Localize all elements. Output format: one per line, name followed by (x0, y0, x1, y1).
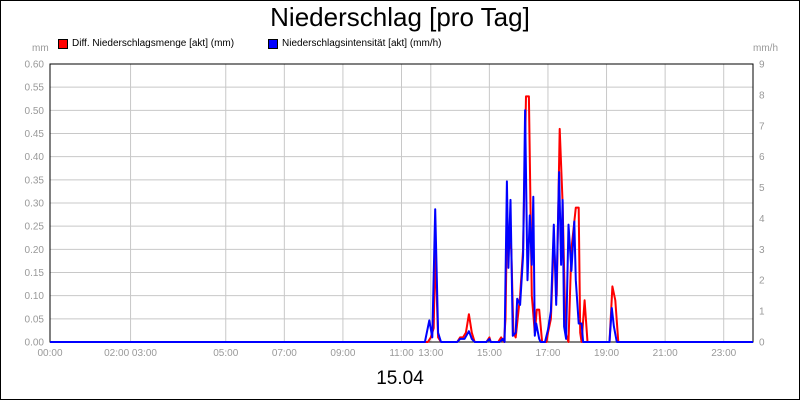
y-left-tick-label: 0.55 (25, 83, 45, 94)
x-tick-label: 09:00 (330, 348, 355, 359)
y-right-tick-label: 9 (759, 60, 765, 71)
y-right-tick-label: 6 (759, 152, 765, 163)
y-right-tick-label: 1 (759, 307, 765, 318)
legend-item-menge: Diff. Niederschlagsmenge [akt] (mm) (58, 38, 234, 49)
y-right-tick-label: 3 (759, 245, 765, 256)
legend-label-intensitaet: Niederschlagsintensität [akt] (mm/h) (282, 38, 442, 49)
y-right-tick-label: 0 (759, 338, 765, 349)
y-right-tick-label: 5 (759, 183, 765, 194)
y-right-tick-label: 7 (759, 121, 765, 132)
y-left-tick-label: 0.15 (25, 268, 45, 279)
y-left-tick-label: 0.40 (25, 152, 45, 163)
x-tick-label: 00:00 (37, 348, 62, 359)
y-left-tick-label: 0.30 (25, 199, 45, 210)
right-axis-unit: mm/h (753, 43, 778, 54)
left-axis-unit: mm (32, 43, 49, 54)
x-tick-label: 21:00 (653, 348, 678, 359)
x-tick-label: 13:00 (418, 348, 443, 359)
x-tick-label: 17:00 (535, 348, 560, 359)
x-tick-label: 05:00 (213, 348, 238, 359)
y-left-tick-label: 0.20 (25, 245, 45, 256)
legend-swatch-intensitaet (268, 38, 278, 49)
x-tick-label: 11:00 (389, 348, 414, 359)
y-right-tick-label: 4 (759, 214, 765, 225)
legend-label-menge: Diff. Niederschlagsmenge [akt] (mm) (72, 38, 235, 49)
y-left-tick-label: 0.60 (25, 60, 45, 71)
legend-item-intensitaet: Niederschlagsintensität [akt] (mm/h) (268, 38, 442, 49)
y-left-tick-label: 0.25 (25, 222, 45, 233)
y-left-tick-label: 0.50 (25, 106, 45, 117)
x-tick-label: 07:00 (272, 348, 297, 359)
date-label: 15.04 (376, 368, 424, 389)
legend-swatch-menge (58, 38, 68, 49)
x-tick-label: 02:00 03:00 (104, 348, 157, 359)
x-tick-label: 15:00 (477, 348, 502, 359)
y-left-tick-label: 0.05 (25, 314, 45, 325)
y-left-tick-label: 0.10 (25, 291, 45, 302)
series-line-intensitaet (50, 109, 753, 343)
y-right-tick-label: 2 (759, 276, 765, 287)
chart-title: Niederschlag [pro Tag] (270, 2, 530, 32)
y-right-tick-label: 8 (759, 90, 765, 101)
y-left-tick-label: 0.00 (25, 338, 45, 349)
x-tick-label: 19:00 (594, 348, 619, 359)
y-left-tick-label: 0.35 (25, 175, 45, 186)
y-left-tick-label: 0.45 (25, 129, 45, 140)
x-tick-label: 23:00 (711, 348, 736, 359)
